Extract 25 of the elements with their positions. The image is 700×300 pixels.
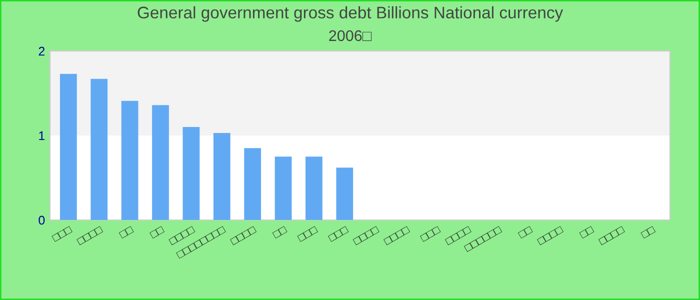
bar bbox=[274, 156, 292, 220]
bar bbox=[60, 74, 77, 220]
bar bbox=[213, 132, 230, 220]
x-tick-label: □□□ bbox=[297, 226, 318, 242]
y-tick-label: 2 bbox=[38, 46, 45, 56]
bar bbox=[306, 156, 322, 220]
y-tick-label: 0 bbox=[38, 216, 45, 225]
x-tick-label: □□□ bbox=[52, 226, 72, 242]
bar bbox=[121, 100, 138, 220]
x-tick-label: □□ bbox=[272, 226, 288, 239]
x-tick-label: □□ bbox=[518, 226, 533, 239]
x-tick-label: □□ bbox=[640, 226, 656, 239]
x-tick-label: □□□ bbox=[328, 226, 349, 242]
bar bbox=[182, 127, 200, 220]
x-tick-label: □□ bbox=[579, 226, 594, 239]
bar bbox=[244, 148, 262, 220]
bar bbox=[336, 168, 354, 220]
y-tick-label: 1 bbox=[39, 131, 45, 140]
chart-subtitle: 2006□ bbox=[329, 30, 372, 42]
bar bbox=[152, 105, 169, 220]
x-tick-label: □□ bbox=[150, 226, 164, 239]
x-tick-label: □□□ bbox=[420, 226, 441, 242]
chart-title: General government gross debt Billions National currency bbox=[138, 6, 564, 22]
bar bbox=[90, 78, 108, 220]
x-tick-label: □□ bbox=[118, 226, 134, 239]
